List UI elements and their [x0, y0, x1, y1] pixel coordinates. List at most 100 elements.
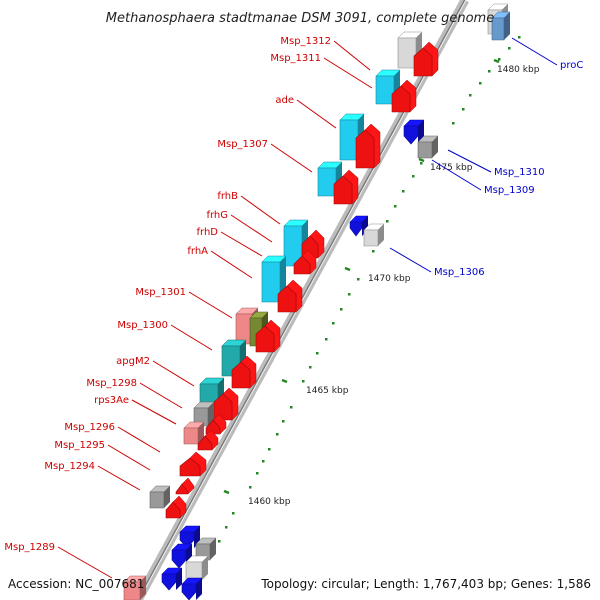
- tick-dot: [402, 190, 405, 193]
- major-tick: [344, 266, 351, 272]
- tick-dot: [309, 366, 312, 369]
- genome-summary-text: Topology: circular; Length: 1,767,403 bp…: [260, 577, 591, 591]
- tick-dot: [462, 108, 465, 111]
- gene-face-front: [349, 221, 363, 237]
- gene-face-front: [175, 483, 189, 495]
- gene-label-msp-1311: Msp_1311: [270, 53, 321, 64]
- tick-dot: [268, 448, 271, 451]
- map-title: Methanosphaera stadtmanae DSM 3091, comp…: [106, 11, 494, 26]
- gene-face-front: [397, 37, 417, 69]
- leader-msp-1289: [57, 546, 113, 579]
- gene-label-msp-1289: Msp_1289: [4, 542, 55, 553]
- gene-face-front: [333, 175, 353, 205]
- gene-face-side: [196, 578, 202, 600]
- tick-dot: [394, 205, 397, 208]
- major-tick: [223, 489, 230, 495]
- leader-msp-1310: [447, 149, 492, 173]
- gene-face-front: [293, 255, 311, 275]
- gene-rps3ae-arrow: [205, 413, 227, 435]
- gene-msp-1289-block: [123, 575, 147, 600]
- gene-label-msp-1300: Msp_1300: [117, 320, 168, 331]
- tick-dot: [282, 420, 285, 423]
- gene-label-frha: frhA: [187, 246, 208, 257]
- leader-msp-1312: [333, 40, 371, 71]
- gene-label-msp-1309: Msp_1309: [484, 185, 535, 196]
- major-tick: [418, 157, 425, 163]
- gene-face-side: [208, 402, 214, 426]
- gene-msp-1310-arrow: [403, 119, 425, 145]
- gene-msp-1306-block: [363, 223, 385, 247]
- tick-dot: [348, 293, 351, 296]
- gene-face-side: [210, 538, 216, 560]
- accession-text: Accession: NC_007681: [8, 577, 144, 591]
- gene-label-msp-1298: Msp_1298: [86, 378, 137, 389]
- axis-highlight: [138, 0, 467, 600]
- tick-dot: [325, 338, 328, 341]
- gene-face-front: [339, 119, 359, 161]
- tick-label: 1475 kbp: [430, 163, 473, 173]
- tick-label: 1480 kbp: [497, 65, 540, 75]
- gene-face-front: [413, 47, 433, 77]
- gene-msp-1298-block: [199, 377, 225, 407]
- leader-apgm2: [152, 360, 195, 387]
- leader-proc: [511, 37, 558, 66]
- tick-dot: [249, 486, 252, 489]
- gene-face-side: [140, 576, 146, 600]
- gene-rps3ae-block: [193, 401, 215, 427]
- gene-msp-1300-arrow: [255, 319, 281, 353]
- gene-label-apgm2: apgM2: [116, 356, 150, 367]
- leader-frhd: [220, 231, 263, 257]
- gene-face-front: [181, 583, 197, 600]
- major-tick: [281, 378, 288, 384]
- gene-label-msp-1294: Msp_1294: [44, 461, 95, 472]
- gene-face-front: [123, 581, 141, 600]
- leader-msp-1300: [170, 324, 213, 351]
- gene-face-front: [363, 229, 379, 247]
- gene-face-front: [277, 285, 297, 313]
- gene-msp-1309-block: [417, 135, 439, 159]
- gene-msp-1311-arrow: [391, 79, 417, 113]
- gene-face-side: [378, 224, 384, 246]
- gene-label-msp-1295: Msp_1295: [54, 440, 105, 451]
- gene-label-msp-1310: Msp_1310: [494, 167, 545, 178]
- gene-msp-1294-block: [149, 485, 171, 509]
- leader-msp-1307: [270, 143, 313, 173]
- tick-dot: [488, 70, 491, 73]
- tick-dot: [479, 82, 482, 85]
- tick-dot: [332, 322, 335, 325]
- gene-label-msp-1312: Msp_1312: [280, 36, 331, 47]
- gene-features: [123, 3, 511, 600]
- gene-face-front: [417, 141, 433, 159]
- leader-msp-1306: [389, 247, 432, 273]
- gene-face-front: [165, 501, 181, 519]
- tick-dot: [372, 250, 375, 253]
- tick-dot: [412, 175, 415, 178]
- leader-msp-1301: [188, 291, 233, 319]
- leader-frhg: [230, 214, 273, 243]
- leader-frha: [210, 250, 253, 279]
- gene-face-front: [161, 573, 177, 591]
- leader-msp-1295: [107, 444, 151, 471]
- gene-face-front: [183, 427, 199, 445]
- gene-reverse-6: [181, 577, 203, 600]
- gene-face-front: [317, 167, 337, 197]
- tick-dot: [420, 162, 423, 165]
- gene-face-front: [179, 457, 201, 477]
- gene-frha-arrow: [277, 279, 303, 313]
- gene-face-side: [176, 568, 182, 590]
- gene-msp-1307-arrow: [333, 169, 359, 205]
- tick-dot: [218, 540, 221, 543]
- tick-dot: [518, 36, 521, 39]
- tick-dot: [262, 460, 265, 463]
- gene-face-front: [149, 491, 165, 509]
- gene-face-front: [205, 419, 221, 435]
- gene-face-front: [403, 125, 419, 145]
- tick-label: 1470 kbp: [368, 274, 411, 284]
- gene-face-side: [432, 136, 438, 158]
- leader-msp-1309: [431, 159, 482, 191]
- gene-face-front: [261, 261, 281, 303]
- gene-label-rps3ae: rps3Ae: [94, 395, 129, 406]
- tick-dot: [302, 380, 305, 383]
